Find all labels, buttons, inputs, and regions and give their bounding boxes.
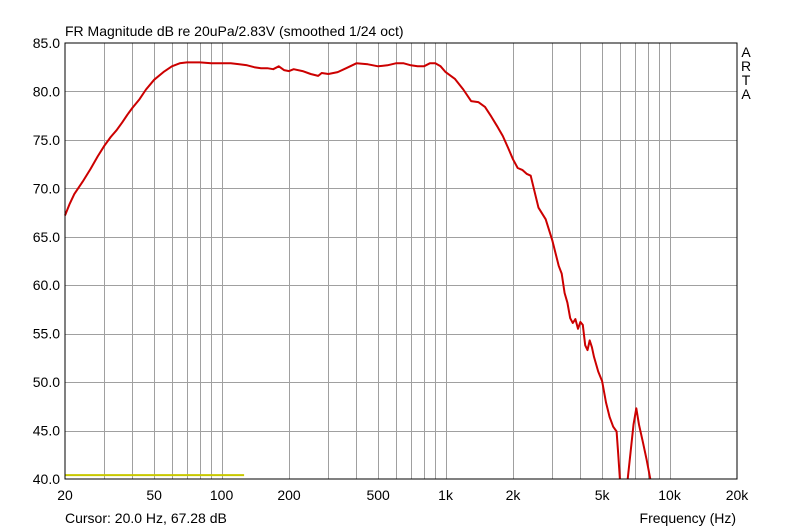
y-tick-label: 70.0 (33, 180, 60, 196)
y-tick-label: 45.0 (33, 423, 60, 439)
arta-letter: R (741, 58, 751, 74)
x-tick-label: 500 (366, 487, 390, 503)
x-tick-labels: 20 50 100 200 500 1k 2k 5k 10k 20k (57, 487, 749, 503)
x-tick-label: 5k (595, 487, 611, 503)
y-tick-label: 55.0 (33, 326, 60, 342)
x-tick-label: 50 (146, 487, 162, 503)
arta-letter: A (741, 44, 751, 60)
x-tick-label: 10k (658, 487, 682, 503)
arta-letter: T (742, 72, 751, 88)
x-tick-label: 200 (277, 487, 301, 503)
y-tick-label: 60.0 (33, 277, 60, 293)
series-line-0-segment-1 (626, 407, 652, 480)
y-tick-label: 40.0 (33, 471, 60, 487)
x-tick-label: 20k (726, 487, 750, 503)
x-axis-label: Frequency (Hz) (640, 510, 736, 526)
y-tick-labels: 85.0 80.0 75.0 70.0 65.0 60.0 55.0 50.0 45.0 40.0 (33, 35, 60, 487)
y-tick-label: 75.0 (33, 132, 60, 148)
series-layer (64, 61, 652, 480)
x-tick-label: 100 (210, 487, 234, 503)
cursor-readout: Cursor: 20.0 Hz, 67.28 dB (65, 510, 227, 526)
chart-title: FR Magnitude dB re 20uPa/2.83V (smoothed… (65, 23, 404, 39)
arta-letter: A (741, 86, 751, 102)
x-tick-label: 1k (438, 487, 454, 503)
y-tick-label: 80.0 (33, 83, 60, 99)
y-tick-label: 50.0 (33, 374, 60, 390)
y-tick-label: 85.0 (33, 35, 60, 51)
y-tick-label: 65.0 (33, 229, 60, 245)
x-tick-label: 20 (57, 487, 73, 503)
plot-frame (64, 42, 738, 480)
series-line-0-segment-0 (64, 61, 621, 480)
grid (65, 43, 737, 479)
x-tick-label: 2k (506, 487, 522, 503)
